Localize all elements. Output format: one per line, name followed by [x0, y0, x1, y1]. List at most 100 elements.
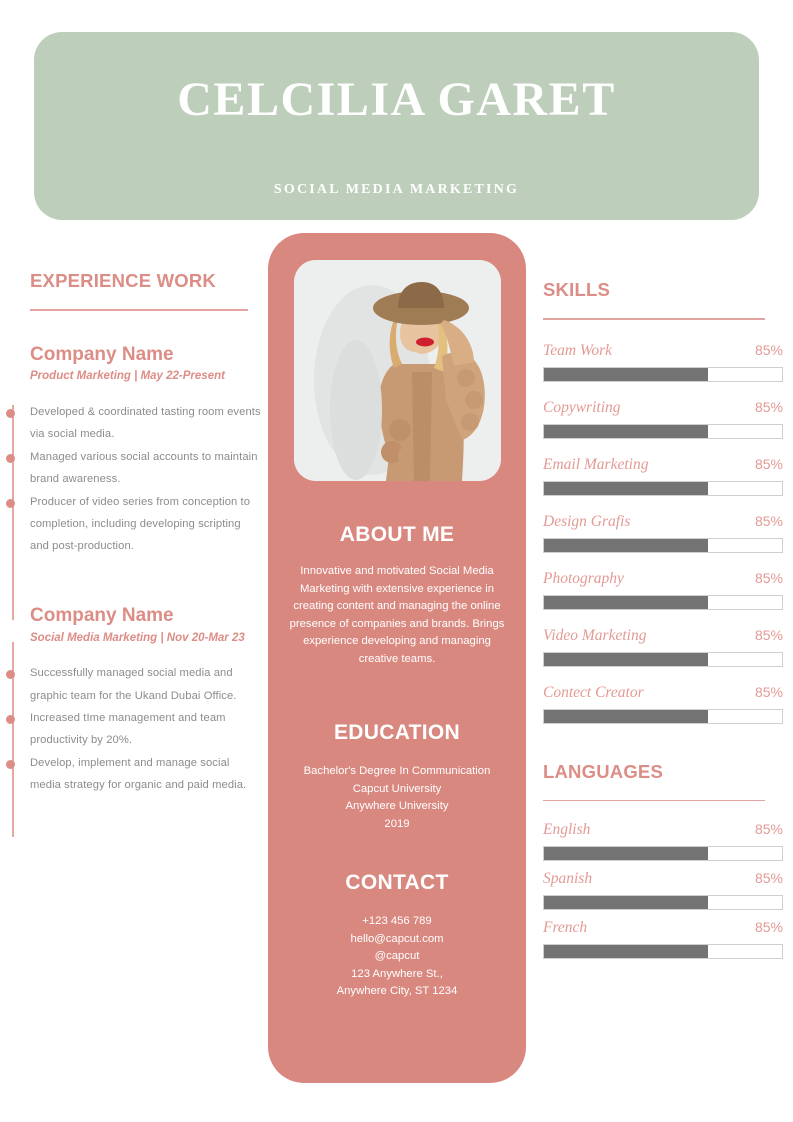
skill-bar-track [543, 944, 783, 959]
skill-percent: 85% [754, 919, 783, 935]
job-role-dates: Product Marketing | May 22-Present [30, 370, 225, 383]
skill-bar-track [543, 846, 783, 861]
skill-bar-fill [544, 367, 709, 381]
skill-row: Photography 85% [543, 570, 783, 610]
skill-percent: 85% [754, 626, 783, 643]
skill-row: French 85% [543, 919, 783, 959]
profile-card: ABOUT ME Innovative and motivated Social… [268, 233, 526, 1083]
skill-header: Contect Creator 85% [543, 684, 783, 702]
experience-heading: EXPERIENCE WORK [30, 270, 216, 291]
education-lines-line: 2019 [384, 817, 410, 830]
page-title: CELCILIA GARET [177, 73, 616, 126]
skill-percent: 85% [754, 341, 783, 358]
skill-bar-fill [544, 945, 709, 958]
skills-divider [543, 318, 765, 320]
experience-item: Company Name Social Media Marketing | Nov… [0, 604, 262, 837]
skill-row: Copywriting 85% [543, 399, 783, 439]
skill-bar-fill [544, 709, 709, 723]
list-item: Increased tIme management and team produ… [6, 707, 262, 752]
timeline-dot-icon [6, 498, 15, 508]
skill-header: Spanish 85% [543, 870, 783, 888]
skill-label: Video Marketing [543, 626, 647, 644]
company-name: Company Name [30, 343, 174, 365]
skill-label: Design Grafis [543, 512, 631, 530]
contact-lines-line: @capcut [374, 950, 420, 962]
skill-header: Video Marketing 85% [543, 627, 783, 645]
skill-row: Team Work 85% [543, 342, 783, 382]
experience-list: Company Name Product Marketing | May 22-P… [0, 343, 262, 837]
contact-lines-line: +123 456 789 [362, 915, 432, 927]
skill-percent: 85% [754, 870, 783, 886]
about-heading: ABOUT ME [339, 523, 455, 546]
skill-bar-track [543, 651, 783, 667]
skill-label: English [543, 821, 591, 838]
skill-header: French 85% [543, 919, 783, 937]
skill-header: English 85% [543, 821, 783, 839]
experience-column: EXPERIENCE WORK Company Name Product Mark… [0, 270, 262, 837]
skill-header: Copywriting 85% [543, 399, 783, 417]
skill-bar-fill [544, 847, 709, 860]
bullet-text: Developed & coordinated tasting room eve… [30, 405, 261, 441]
skill-bar-track [543, 366, 783, 382]
skill-label: Copywriting [543, 398, 621, 416]
skill-row: Email Marketing 85% [543, 456, 783, 496]
languages-divider [543, 799, 765, 801]
header-banner [34, 32, 759, 220]
skill-row: English 85% [543, 821, 783, 861]
experience-item: Company Name Product Marketing | May 22-P… [0, 343, 262, 620]
bullet-text: Producer of video series from conception… [30, 495, 251, 553]
bullet-text: Develop, implement and manage social med… [30, 756, 247, 792]
contact-lines-line: 123 Anywhere St., [351, 967, 443, 980]
job-role-dates: Social Media Marketing | Nov 20-Mar 23 [30, 631, 245, 644]
contact-heading: CONTACT [345, 871, 449, 894]
experience-divider [30, 309, 248, 311]
skill-header: Email Marketing 85% [543, 456, 783, 474]
skill-row: Contect Creator 85% [543, 684, 783, 724]
skill-bar-fill [544, 538, 709, 552]
education-lines-line: Bachelor's Degree In Communication [303, 765, 491, 777]
skill-header: Team Work 85% [543, 342, 783, 360]
timeline-dot-icon [6, 759, 15, 769]
bullet-text: Managed various social accounts to maint… [30, 450, 258, 486]
timeline-dot-icon [6, 408, 15, 418]
skill-label: Team Work [543, 341, 613, 359]
list-item: Developed & coordinated tasting room eve… [6, 401, 262, 446]
education-section: EDUCATION Bachelor's Degree In Communica… [268, 721, 526, 833]
list-item: Producer of video series from conception… [6, 491, 262, 558]
skill-row: Design Grafis 85% [543, 513, 783, 553]
skill-header: Design Grafis 85% [543, 513, 783, 531]
bullet-list: Successfully managed social media and gr… [6, 662, 262, 797]
skill-percent: 85% [754, 512, 783, 529]
skill-bar-track [543, 594, 783, 610]
skill-percent: 85% [754, 821, 783, 837]
bullet-text: Successfully managed social media and gr… [30, 667, 237, 702]
education-lines-line: Capcut University [352, 782, 442, 795]
skills-heading: SKILLS [543, 279, 610, 300]
timeline-dot-icon [6, 670, 15, 680]
skill-percent: 85% [754, 569, 783, 586]
list-item: Managed various social accounts to maint… [6, 446, 262, 491]
skill-label: Photography [543, 569, 624, 587]
company-name: Company Name [30, 604, 174, 626]
list-item: Develop, implement and manage social med… [6, 752, 262, 797]
education-text: Bachelor's Degree In Communication Capcut… [268, 763, 526, 833]
profile-photo-woman-in-hat [294, 260, 501, 481]
skill-bar-track [543, 480, 783, 496]
education-heading: EDUCATION [334, 721, 460, 744]
timeline-dot-icon [6, 453, 15, 463]
skill-label: Contect Creator [543, 683, 644, 701]
contact-text: +123 456 789 hello@capcut.com @capcut 123 A… [268, 913, 526, 1001]
skill-header: Photography 85% [543, 570, 783, 588]
contact-lines-line: hello@capcut.com [350, 932, 444, 945]
bullet-list: Developed & coordinated tasting room eve… [6, 401, 262, 558]
skills-list: Team Work 85% Copywriting 85% Email Marketin… [543, 342, 783, 724]
header-subtitle: SOCIAL MEDIA MARKETING [273, 182, 520, 197]
bullet-text: Increased tIme management and team produ… [30, 712, 226, 747]
skill-bar-track [543, 708, 783, 724]
contact-lines-line: Anywhere City, ST 1234 [336, 985, 458, 997]
contact-section: CONTACT +123 456 789 hello@capcut.com @cap… [268, 871, 526, 1001]
skill-label: Email Marketing [543, 455, 649, 473]
skill-bar-fill [544, 424, 709, 438]
languages-list: English 85% Spanish 85% French 85% [543, 821, 783, 959]
skills-column: SKILLS Team Work 85% Copywriting 85% Email M… [543, 279, 783, 968]
